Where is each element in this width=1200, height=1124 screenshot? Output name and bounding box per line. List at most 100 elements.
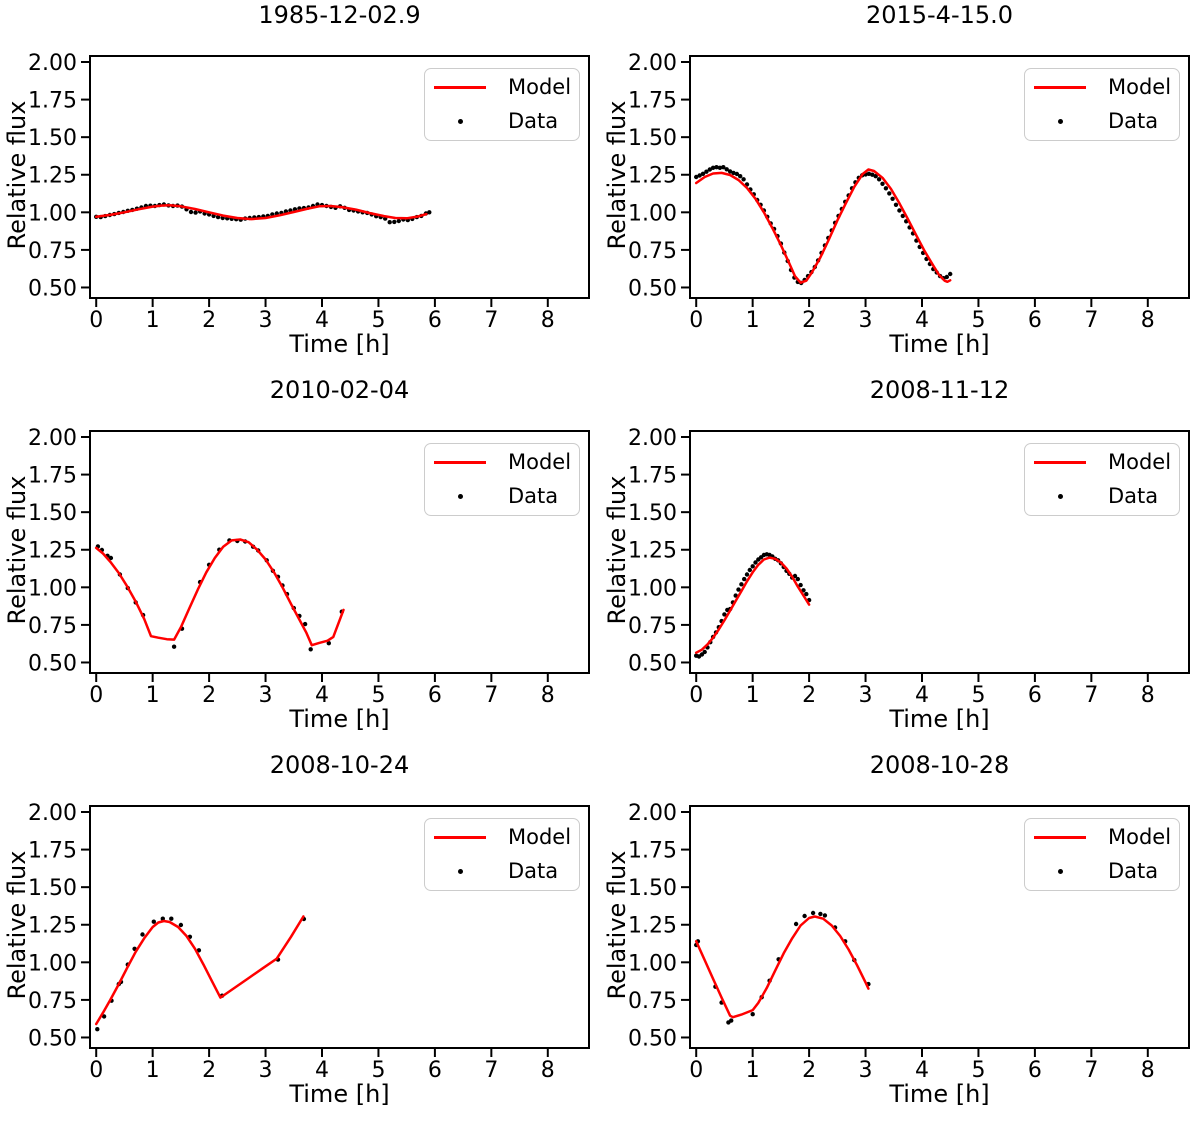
- y-tick-label: 1.00: [628, 576, 677, 601]
- model-line: [694, 915, 870, 1019]
- y-tick-label: 1.00: [628, 201, 677, 226]
- x-tick-label: 7: [484, 683, 498, 708]
- data-point: [793, 921, 799, 927]
- data-point: [101, 1014, 107, 1019]
- data-series: [694, 552, 812, 659]
- x-tick-label: 4: [315, 308, 329, 333]
- legend-model-line-icon: [1034, 460, 1086, 464]
- data-point: [742, 576, 747, 582]
- x-tick-label: 6: [428, 1058, 442, 1083]
- data-point: [893, 202, 899, 207]
- data-series: [694, 165, 953, 286]
- axes-frame: [89, 55, 590, 299]
- x-tick-label: 4: [915, 1058, 929, 1083]
- x-tick-label: 1: [746, 1058, 760, 1083]
- x-tick-label: 8: [1141, 308, 1155, 333]
- y-tick-label: 1.75: [628, 839, 677, 864]
- data-point: [721, 165, 726, 170]
- x-tick-label: 0: [89, 1058, 103, 1083]
- x-tick-label: 2: [202, 308, 216, 333]
- x-tick-label: 2: [202, 683, 216, 708]
- x-tick-label: 5: [971, 308, 985, 333]
- x-tick-label: 1: [146, 683, 160, 708]
- data-point: [710, 165, 716, 170]
- y-axis-label: Relative flux: [3, 475, 31, 625]
- model-line: [94, 915, 305, 1026]
- x-tick-label: 1: [146, 1058, 160, 1083]
- y-tick-label: 1.50: [28, 501, 77, 526]
- x-tick-label: 5: [971, 683, 985, 708]
- plot-canvas: 0.50 0.75 1.00 1.25 1.50 1.75 2.00 0 1 2 3 4 5 6 7 8: [28, 426, 590, 708]
- x-tick-label: 8: [541, 1058, 555, 1083]
- y-tick-label: 0.75: [28, 614, 77, 639]
- data-point: [704, 169, 709, 174]
- data-point: [729, 1018, 734, 1023]
- x-tick-label: 4: [315, 1058, 329, 1083]
- data-point: [738, 174, 743, 179]
- legend-data-label: Data: [508, 859, 559, 884]
- data-point: [140, 932, 145, 937]
- y-tick-label: 1.75: [28, 89, 77, 114]
- y-tick-label: 0.75: [628, 239, 677, 264]
- x-axis-label: Time [h]: [289, 705, 390, 733]
- y-axis-label: Relative flux: [603, 100, 631, 250]
- data-point: [822, 913, 828, 918]
- y-tick-label: 0.75: [628, 614, 677, 639]
- x-tick-label: 7: [484, 308, 498, 333]
- data-point: [188, 209, 194, 215]
- legend-data-entry: Data: [425, 856, 579, 888]
- data-point: [215, 214, 221, 220]
- data-point: [802, 913, 807, 919]
- legend-data-dot-icon: [1034, 494, 1086, 500]
- legend: Model Data: [424, 443, 580, 516]
- x-tick-label: 7: [1084, 308, 1098, 333]
- data-point: [750, 1012, 755, 1017]
- plot-title: 2008-10-28: [869, 751, 1010, 779]
- x-tick-label: 2: [202, 1058, 216, 1083]
- legend: Model Data: [1024, 68, 1180, 141]
- data-point: [750, 564, 755, 569]
- y-tick-label: 0.50: [628, 276, 677, 301]
- legend-model-label: Model: [508, 449, 572, 474]
- data-point: [392, 219, 397, 225]
- y-tick-label: 1.50: [628, 876, 677, 901]
- data-point: [944, 274, 949, 280]
- data-point: [876, 177, 882, 182]
- plot-title: 2015-4-15.0: [865, 1, 1014, 29]
- legend-model-entry: Model: [1025, 71, 1179, 103]
- data-point: [724, 167, 729, 172]
- data-point: [702, 649, 707, 655]
- legend-model-label: Model: [1108, 824, 1172, 849]
- x-tick-label: 7: [1084, 683, 1098, 708]
- model-line: [694, 168, 952, 284]
- data-point: [302, 621, 308, 627]
- data-point: [717, 165, 723, 170]
- legend-data-entry: Data: [1025, 856, 1179, 888]
- axes-frame: [689, 430, 1190, 674]
- x-tick-label: 2: [802, 683, 816, 708]
- data-point: [169, 916, 174, 921]
- subplot-2010-02-04: 0.50 0.75 1.00 1.25 1.50 1.75 2.00 0 1 2 3 4 5 6 7 8 20…: [0, 375, 600, 750]
- y-tick-label: 2.00: [628, 801, 677, 826]
- x-tick-label: 0: [689, 1058, 703, 1083]
- legend-data-entry: Data: [1025, 481, 1179, 513]
- legend-data-dot-icon: [434, 869, 486, 875]
- legend-data-entry: Data: [425, 106, 579, 138]
- y-tick-label: 2.00: [28, 801, 77, 826]
- model-line: [94, 204, 428, 221]
- data-point: [308, 647, 313, 652]
- x-tick-label: 6: [428, 683, 442, 708]
- data-point: [734, 171, 740, 177]
- y-tick-label: 0.75: [628, 989, 677, 1014]
- y-axis-label: Relative flux: [3, 850, 31, 1000]
- y-tick-label: 1.50: [628, 501, 677, 526]
- data-point: [387, 220, 392, 225]
- legend-data-label: Data: [508, 109, 559, 134]
- y-tick-label: 1.50: [28, 126, 77, 151]
- x-tick-label: 1: [146, 308, 160, 333]
- data-point: [753, 560, 758, 565]
- y-tick-label: 1.25: [628, 164, 677, 189]
- legend-data-dot-icon: [434, 119, 486, 125]
- data-point: [880, 181, 885, 186]
